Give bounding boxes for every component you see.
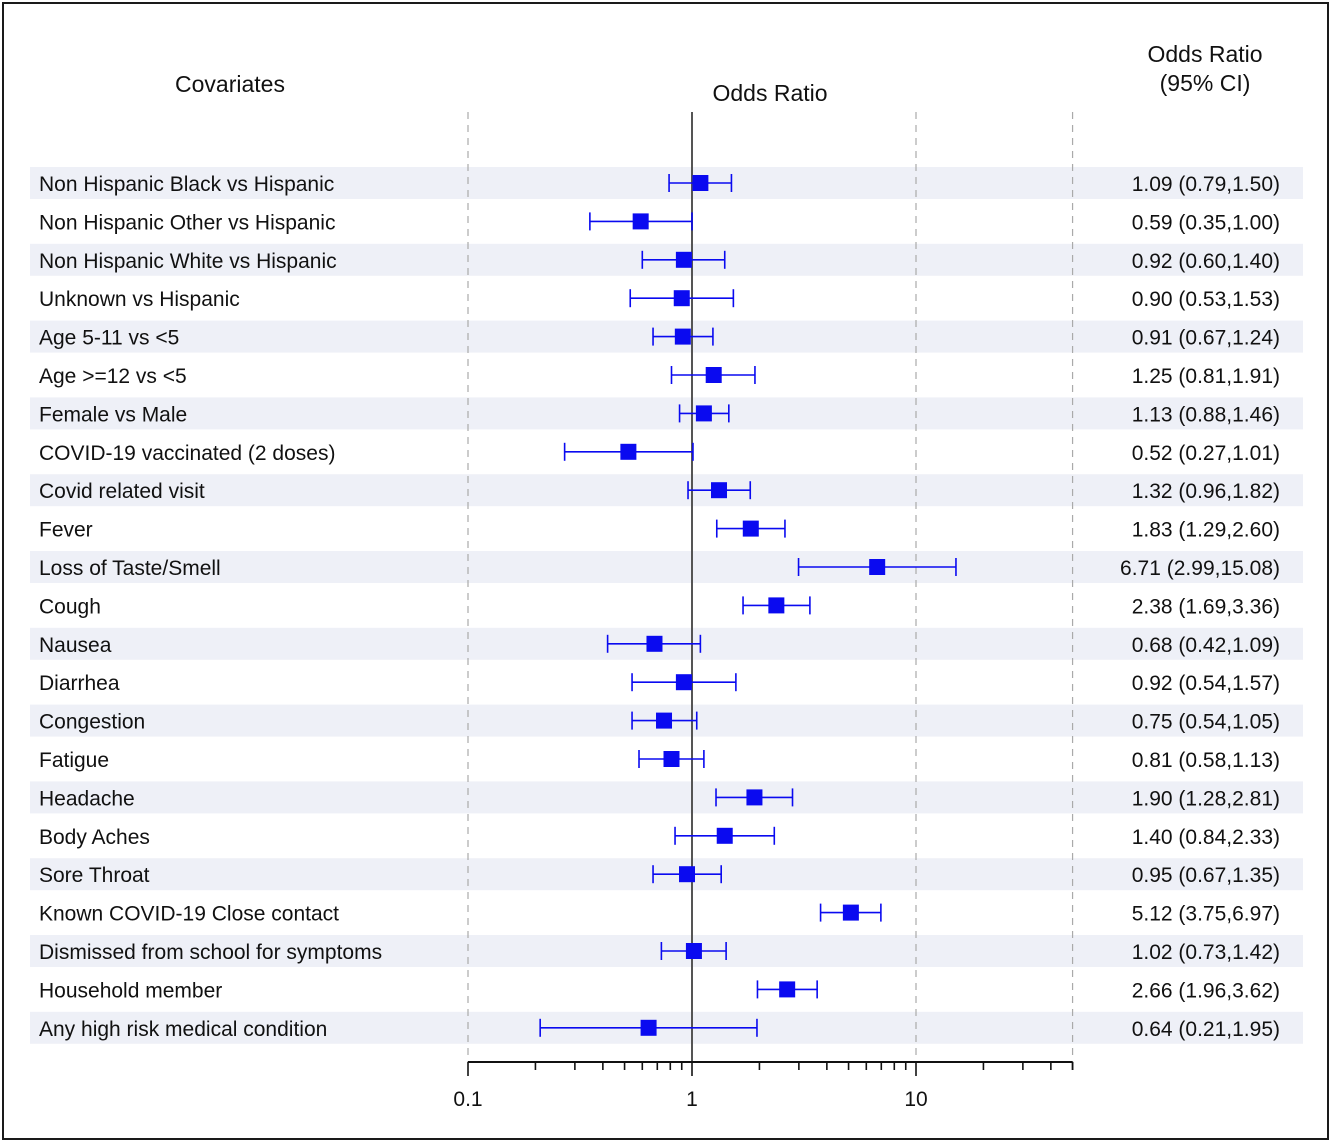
odds-ratio-marker (675, 674, 692, 691)
covariate-label: Dismissed from school for symptoms (39, 941, 382, 964)
odds-ratio-marker (869, 559, 886, 575)
covariate-label: Non Hispanic White vs Hispanic (39, 250, 337, 273)
covariate-label: Unknown vs Hispanic (39, 288, 240, 311)
covariate-label: Congestion (39, 711, 145, 734)
odds-ratio-marker (768, 597, 785, 614)
covariate-label: Age >=12 vs <5 (39, 365, 187, 388)
odds-ratio-marker (640, 1019, 657, 1036)
odds-ratio-ci-value: 0.52 (0.27,1.01) (1132, 442, 1280, 465)
odds-ratio-marker (779, 981, 796, 998)
odds-ratio-ci-value: 0.75 (0.54,1.05) (1132, 711, 1280, 734)
covariate-label: Non Hispanic Black vs Hispanic (39, 173, 334, 196)
odds-ratio-ci-value: 0.68 (0.42,1.09) (1132, 634, 1280, 657)
covariate-label: Any high risk medical condition (39, 1018, 327, 1041)
row-band (30, 781, 1303, 814)
x-tick-label: 1 (686, 1088, 698, 1111)
odds-ratio-marker (679, 866, 696, 883)
odds-ratio-marker (646, 635, 663, 652)
x-tick-label: 10 (904, 1088, 927, 1111)
row-band (30, 551, 1303, 583)
odds-ratio-ci-value: 1.02 (0.73,1.42) (1132, 941, 1280, 964)
covariates-header: Covariates (175, 71, 285, 97)
odds-ratio-ci-value: 1.32 (0.96,1.82) (1132, 480, 1280, 503)
row-band (30, 167, 1303, 199)
odds-ratio-marker (742, 520, 759, 537)
odds-ratio-ci-value: 5.12 (3.75,6.97) (1132, 903, 1280, 926)
covariate-label: Fever (39, 519, 93, 542)
covariate-label: Loss of Taste/Smell (39, 557, 221, 580)
odds-ratio-marker (842, 904, 859, 921)
covariate-label: COVID-19 vaccinated (2 doses) (39, 442, 335, 465)
odds-ratio-ci-value: 1.90 (1.28,2.81) (1132, 787, 1280, 810)
covariate-label: Fatigue (39, 749, 109, 772)
odds-ratio-ci-value: 2.66 (1.96,3.62) (1132, 979, 1280, 1002)
odds-ratio-ci-header-line2: (95% CI) (1159, 70, 1251, 96)
covariate-label: Non Hispanic Other vs Hispanic (39, 211, 335, 234)
odds-ratio-marker (675, 251, 692, 268)
covariate-label: Headache (39, 787, 135, 810)
odds-ratio-marker (705, 367, 722, 383)
covariate-label: Female vs Male (39, 403, 187, 426)
covariate-label: Age 5-11 vs <5 (39, 327, 179, 350)
row-band (30, 474, 1303, 507)
odds-ratio-ci-value: 0.92 (0.54,1.57) (1132, 672, 1280, 695)
odds-ratio-ci-value: 0.64 (0.21,1.95) (1132, 1018, 1280, 1041)
odds-ratio-marker (673, 290, 690, 307)
odds-ratio-marker (674, 328, 691, 345)
covariate-label: Household member (39, 979, 222, 1002)
odds-ratio-ci-value: 0.81 (0.58,1.13) (1132, 749, 1280, 772)
x-tick-label: 0.1 (453, 1088, 482, 1111)
odds-ratio-marker (695, 405, 712, 422)
odds-ratio-ci-value: 1.13 (0.88,1.46) (1132, 403, 1280, 426)
covariate-label: Body Aches (39, 826, 150, 849)
odds-ratio-marker (746, 789, 763, 806)
odds-ratio-axis-header: Odds Ratio (712, 80, 828, 106)
odds-ratio-marker (632, 213, 649, 230)
odds-ratio-marker (656, 712, 673, 729)
odds-ratio-ci-value: 0.90 (0.53,1.53) (1132, 288, 1280, 311)
odds-ratio-ci-value: 1.25 (0.81,1.91) (1132, 365, 1280, 388)
odds-ratio-ci-value: 1.40 (0.84,2.33) (1132, 826, 1280, 849)
odds-ratio-marker (620, 443, 637, 460)
covariate-label: Nausea (39, 634, 112, 657)
odds-ratio-ci-header-line1: Odds Ratio (1147, 41, 1263, 67)
row-band (30, 397, 1303, 430)
odds-ratio-ci-value: 0.92 (0.60,1.40) (1132, 250, 1280, 273)
odds-ratio-marker (685, 943, 702, 959)
odds-ratio-ci-value: 1.09 (0.79,1.50) (1132, 173, 1280, 196)
odds-ratio-marker (711, 482, 728, 499)
odds-ratio-marker (692, 175, 709, 191)
odds-ratio-marker (716, 827, 733, 844)
covariate-label: Sore Throat (39, 864, 150, 887)
odds-ratio-ci-value: 2.38 (1.69,3.36) (1132, 595, 1280, 618)
odds-ratio-ci-value: 6.71 (2.99,15.08) (1120, 557, 1280, 580)
covariate-label: Known COVID-19 Close contact (39, 903, 339, 926)
covariate-label: Diarrhea (39, 672, 120, 695)
odds-ratio-marker (663, 751, 680, 767)
odds-ratio-ci-value: 1.83 (1.29,2.60) (1132, 519, 1280, 542)
odds-ratio-ci-header: Odds Ratio (95% CI) (1095, 40, 1315, 98)
covariate-label: Covid related visit (39, 480, 205, 503)
odds-ratio-ci-value: 0.59 (0.35,1.00) (1132, 211, 1280, 234)
odds-ratio-ci-value: 0.91 (0.67,1.24) (1132, 327, 1280, 350)
covariate-label: Cough (39, 595, 101, 618)
odds-ratio-ci-value: 0.95 (0.67,1.35) (1132, 864, 1280, 887)
